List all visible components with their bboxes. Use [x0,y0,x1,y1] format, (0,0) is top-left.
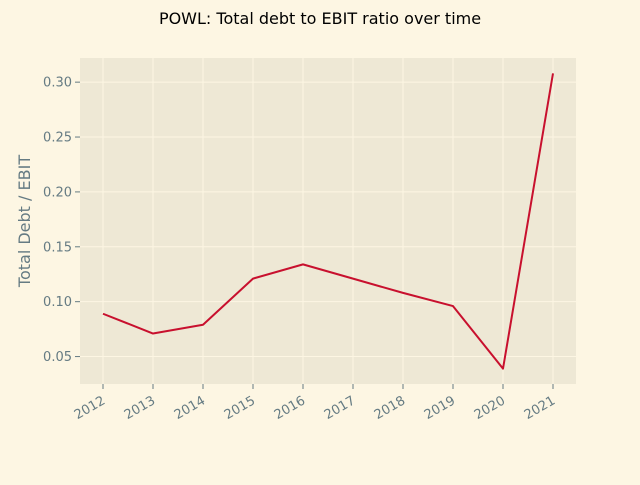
chart-title: POWL: Total debt to EBIT ratio over time [159,9,481,28]
x-tick-label: 2019 [422,393,458,423]
x-tick-label: 2020 [472,393,508,423]
series-layer [102,73,554,370]
y-axis-label: Total Debt / EBIT [15,155,34,288]
plot-area [80,58,576,384]
y-tick-label: 0.20 [43,185,72,200]
x-tick-label: 2021 [522,393,558,423]
x-tick-label: 2013 [122,393,158,423]
x-tick-label: 2018 [372,393,408,423]
x-tick-label: 2017 [322,393,358,423]
x-tick-label: 2015 [222,393,258,423]
y-tick-label: 0.05 [43,350,72,365]
y-tick-label: 0.25 [43,131,72,146]
x-tick-label: 2016 [272,393,308,423]
x-tick-label: 2012 [72,393,108,423]
series-line [102,73,554,370]
x-tick-label: 2014 [172,393,208,423]
grid [80,58,576,384]
y-tick-label: 0.15 [43,240,72,255]
y-tick-label: 0.30 [43,76,72,91]
y-tick-label: 0.10 [43,295,72,310]
